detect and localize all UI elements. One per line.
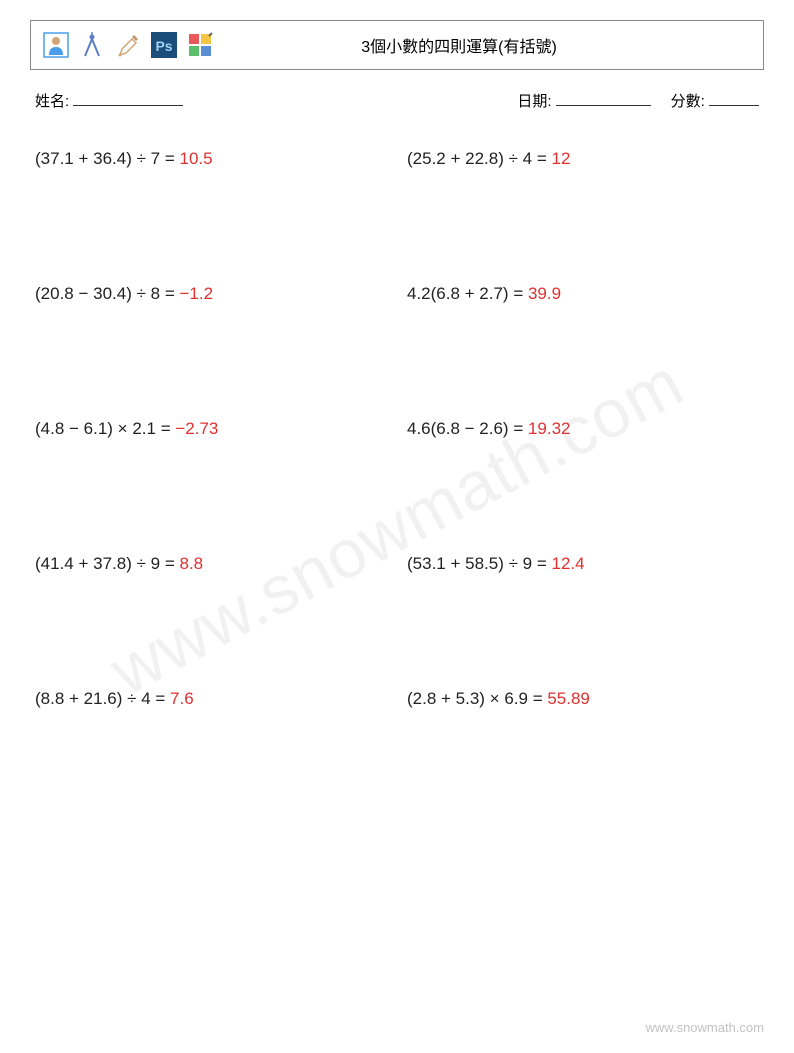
problem-answer: 12.4 bbox=[551, 554, 584, 573]
date-label: 日期: bbox=[517, 93, 551, 110]
name-field: 姓名: bbox=[35, 90, 183, 111]
problem-answer: 10.5 bbox=[179, 149, 212, 168]
problem-expr: 4.6(6.8 − 2.6) = bbox=[407, 419, 528, 438]
problem-5: (4.8 − 6.1) × 2.1 = −2.73 bbox=[35, 419, 387, 439]
problem-answer: 8.8 bbox=[179, 554, 203, 573]
problem-8: (53.1 + 58.5) ÷ 9 = 12.4 bbox=[407, 554, 759, 574]
problem-3: (20.8 − 30.4) ÷ 8 = −1.2 bbox=[35, 284, 387, 304]
problem-expr: (2.8 + 5.3) × 6.9 = bbox=[407, 689, 547, 708]
problem-expr: (8.8 + 21.6) ÷ 4 = bbox=[35, 689, 170, 708]
problem-answer: 19.32 bbox=[528, 419, 571, 438]
problem-answer: 7.6 bbox=[170, 689, 194, 708]
problem-answer: 39.9 bbox=[528, 284, 561, 303]
name-blank bbox=[73, 91, 183, 106]
header-box: Ps 3個小數的四則運算(有括號) bbox=[30, 20, 764, 70]
problem-4: 4.2(6.8 + 2.7) = 39.9 bbox=[407, 284, 759, 304]
worksheet-title: 3個小數的四則運算(有括號) bbox=[215, 33, 753, 57]
spacer bbox=[183, 90, 517, 111]
svg-text:Ps: Ps bbox=[155, 38, 172, 54]
problem-9: (8.8 + 21.6) ÷ 4 = 7.6 bbox=[35, 689, 387, 709]
problem-1: (37.1 + 36.4) ÷ 7 = 10.5 bbox=[35, 149, 387, 169]
score-label: 分數: bbox=[671, 93, 705, 110]
footer-link: www.snowmath.com bbox=[646, 1020, 764, 1035]
problem-answer: 55.89 bbox=[547, 689, 590, 708]
palette-icon bbox=[185, 30, 215, 60]
icons-row: Ps bbox=[41, 30, 215, 60]
person-icon bbox=[41, 30, 71, 60]
info-row: 姓名: 日期: 分數: bbox=[30, 90, 764, 111]
problems-grid: (37.1 + 36.4) ÷ 7 = 10.5 (25.2 + 22.8) ÷… bbox=[30, 141, 764, 717]
ps-icon: Ps bbox=[149, 30, 179, 60]
problem-answer: 12 bbox=[551, 149, 570, 168]
problem-expr: (41.4 + 37.8) ÷ 9 = bbox=[35, 554, 179, 573]
dropper-icon bbox=[113, 30, 143, 60]
date-blank bbox=[556, 91, 651, 106]
problem-answer: −1.2 bbox=[179, 284, 213, 303]
problem-answer: −2.73 bbox=[175, 419, 218, 438]
problem-expr: (37.1 + 36.4) ÷ 7 = bbox=[35, 149, 179, 168]
score-blank bbox=[709, 91, 759, 106]
problem-expr: (20.8 − 30.4) ÷ 8 = bbox=[35, 284, 179, 303]
problem-expr: (4.8 − 6.1) × 2.1 = bbox=[35, 419, 175, 438]
problem-2: (25.2 + 22.8) ÷ 4 = 12 bbox=[407, 149, 759, 169]
score-field: 分數: bbox=[671, 90, 759, 111]
date-field: 日期: bbox=[517, 90, 650, 111]
problem-7: (41.4 + 37.8) ÷ 9 = 8.8 bbox=[35, 554, 387, 574]
problem-6: 4.6(6.8 − 2.6) = 19.32 bbox=[407, 419, 759, 439]
compass-icon bbox=[77, 30, 107, 60]
problem-expr: 4.2(6.8 + 2.7) = bbox=[407, 284, 528, 303]
problem-expr: (53.1 + 58.5) ÷ 9 = bbox=[407, 554, 551, 573]
problem-expr: (25.2 + 22.8) ÷ 4 = bbox=[407, 149, 551, 168]
name-label: 姓名: bbox=[35, 93, 69, 110]
problem-10: (2.8 + 5.3) × 6.9 = 55.89 bbox=[407, 689, 759, 709]
